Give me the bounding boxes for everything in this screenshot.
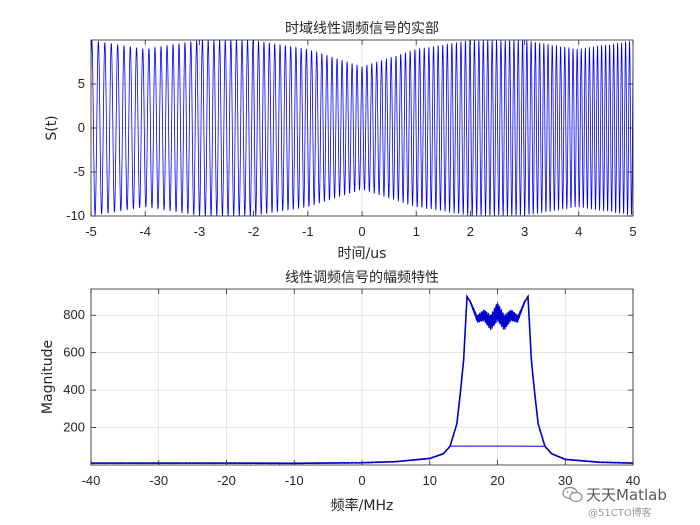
time-plot-title: 时域线性调频信号的实部 bbox=[285, 21, 439, 37]
spectrum-xtick-label: 30 bbox=[558, 473, 572, 488]
time-xtick-label: -2 bbox=[248, 224, 260, 239]
time-plot-xlabel: 时间/us bbox=[338, 246, 387, 262]
time-plot-ylabel: S(t) bbox=[44, 115, 60, 140]
time-ytick-label: -5 bbox=[73, 164, 85, 179]
time-xtick-label: -4 bbox=[139, 224, 151, 239]
spectrum-plot-ticks: -40 -30 -20 -10 0 10 20 30 40 200 400 600 800 bbox=[63, 289, 640, 488]
spectrum-xtick-label: -30 bbox=[149, 473, 168, 488]
time-xtick-label: 2 bbox=[467, 224, 474, 239]
spectrum-noise-floor bbox=[91, 445, 633, 465]
spectrum-xtick-label: 40 bbox=[626, 473, 640, 488]
chirp-signal-line bbox=[91, 40, 633, 216]
spectrum-plot-xlabel: 频率/MHz bbox=[331, 497, 394, 514]
spectrum-ytick-label: 800 bbox=[63, 307, 85, 322]
spectrum-plot-grid bbox=[90, 289, 634, 465]
time-ytick-label: 5 bbox=[78, 76, 85, 91]
watermark-subtext: @51CTO博客 bbox=[588, 508, 652, 519]
spectrum-xtick-label: -40 bbox=[82, 473, 101, 488]
spectrum-ytick-label: 600 bbox=[63, 345, 85, 360]
time-ytick-label: 0 bbox=[78, 120, 85, 135]
time-domain-plot: -5 -4 -3 -2 -1 0 1 2 3 4 5-10-505 时域线性调频信号的实部 时间/u… bbox=[44, 21, 637, 262]
spectrum-ytick-label: 400 bbox=[63, 382, 85, 397]
time-ytick-label: -10 bbox=[66, 208, 85, 223]
spectrum-ytick-label: 200 bbox=[63, 420, 85, 435]
time-xtick-label: -3 bbox=[194, 224, 206, 239]
spectrum-ripple-band bbox=[470, 300, 525, 331]
spectrum-xtick-label: -10 bbox=[285, 473, 304, 488]
time-xtick-label: 3 bbox=[521, 224, 528, 239]
spectrum-xtick-label: -20 bbox=[217, 473, 236, 488]
spectrum-xtick-label: 0 bbox=[358, 473, 365, 488]
watermark-text: 天天Matlab bbox=[586, 486, 667, 504]
time-xtick-label: -1 bbox=[302, 224, 314, 239]
time-xtick-label: -5 bbox=[85, 224, 97, 239]
spectrum-xtick-label: 20 bbox=[490, 473, 504, 488]
wechat-icon bbox=[562, 486, 583, 503]
time-plot-ticks: -5 -4 -3 -2 -1 0 1 2 3 4 5-10-505 bbox=[66, 40, 637, 239]
spectrum-plot-title: 线性调频信号的幅频特性 bbox=[285, 270, 439, 286]
time-xtick-label: 4 bbox=[575, 224, 582, 239]
watermark: 天天Matlab @51CTO博客 bbox=[560, 482, 695, 522]
time-xtick-label: 1 bbox=[413, 224, 420, 239]
time-xtick-label: 5 bbox=[629, 224, 636, 239]
spectrum-plot: -40 -30 -20 -10 0 10 20 30 40 200 400 600 800 线性调频信号… bbox=[40, 270, 640, 514]
spectrum-plot-ylabel: Magnitude bbox=[40, 340, 56, 414]
time-xtick-label: 0 bbox=[358, 224, 365, 239]
spectrum-xtick-label: 10 bbox=[423, 473, 437, 488]
